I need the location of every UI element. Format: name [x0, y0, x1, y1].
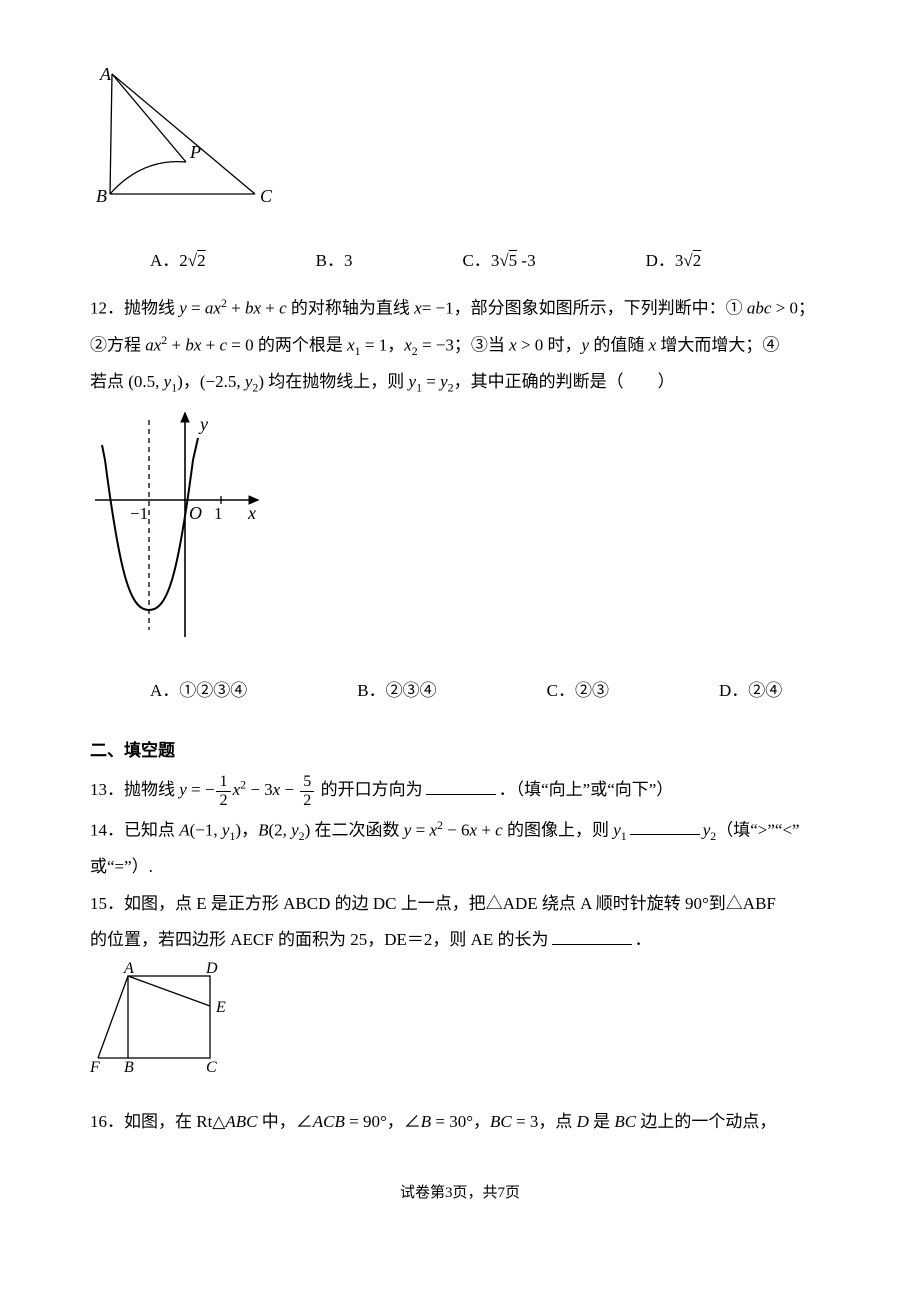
q15-A: A — [123, 962, 134, 977]
q11-triangle-svg: A B C P — [90, 66, 290, 216]
q12-opt-B: B．②③④ — [357, 675, 436, 707]
q12-options: A．①②③④ B．②③④ C．②③ D．②④ — [90, 675, 830, 707]
q12-opt-A: A．①②③④ — [150, 675, 247, 707]
q14-line1: 14．已知点 A(−1, y1)，B(2, y2) 在二次函数 y = x2 −… — [90, 814, 830, 848]
q12-line3: 若点 (0.5, y1)，(−2.5, y2) 均在抛物线上，则 y1 = y2… — [90, 366, 830, 399]
q12-y-label: y — [198, 414, 208, 434]
section2-title: 二、填空题 — [90, 735, 830, 767]
q13: 13．抛物线 y = −12x2 − 3x − 52 的开口方向为．（填“向上”… — [90, 773, 830, 810]
label-C: C — [260, 186, 273, 206]
q12-x-label: x — [247, 503, 256, 523]
q11-opt-A: A．2√2 — [150, 245, 206, 277]
page-footer: 试卷第3页，共7页 — [90, 1179, 830, 1208]
q15-blank — [552, 928, 632, 945]
q14-blank — [630, 818, 700, 835]
q12-O-label: O — [189, 503, 202, 523]
q16: 16．如图，在 Rt△ABC 中，∠ACB = 90°，∠B = 30°，BC … — [90, 1106, 830, 1138]
q12-tick-1: 1 — [214, 504, 223, 523]
q15-line2: 的位置，若四边形 AECF 的面积为 25，DE＝2，则 AE 的长为． — [90, 924, 830, 956]
label-B: B — [96, 186, 107, 206]
label-P: P — [189, 142, 201, 162]
q11-options: A．2√2 B．3 C．3√5 -3 D．3√2 — [90, 245, 830, 277]
q11-opt-C: C．3√5 -3 — [462, 245, 535, 277]
q12-tick-neg1: −1 — [130, 504, 148, 523]
q13-blank — [426, 778, 496, 795]
q15-E: E — [215, 999, 226, 1016]
q12-parabola-svg: y x O −1 1 — [90, 405, 270, 645]
q11-opt-B: B．3 — [316, 245, 353, 277]
q15-B: B — [124, 1059, 134, 1076]
q12-line1: 12．抛物线 y = ax2 + bx + c 的对称轴为直线 x= −1，部分… — [90, 292, 830, 325]
q11-opt-D: D．3√2 — [646, 245, 702, 277]
q12-line2: ②方程 ax2 + bx + c = 0 的两个根是 x1 = 1，x2 = −… — [90, 329, 830, 363]
q15-line1: 15．如图，点 E 是正方形 ABCD 的边 DC 上一点，把△ADE 绕点 A… — [90, 888, 830, 920]
q12-opt-D: D．②④ — [719, 675, 782, 707]
q15-svg: A D E C B F — [90, 962, 260, 1077]
q15-figure: A D E C B F — [90, 962, 830, 1088]
q15-F: F — [90, 1059, 100, 1076]
q15-D: D — [205, 962, 218, 977]
q15-C: C — [206, 1059, 217, 1076]
q12-figure: y x O −1 1 — [90, 405, 830, 656]
q11-figure: A B C P — [90, 66, 830, 227]
label-A: A — [99, 66, 112, 84]
q12-opt-C: C．②③ — [547, 675, 609, 707]
q14-line2: 或“=”）. — [90, 851, 830, 883]
